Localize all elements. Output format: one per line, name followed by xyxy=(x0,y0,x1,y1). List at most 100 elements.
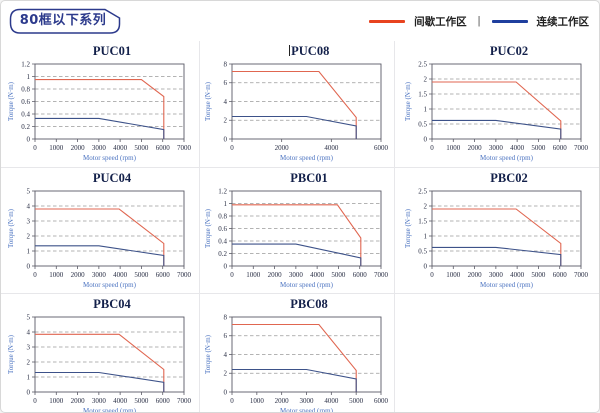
svg-text:0.8: 0.8 xyxy=(21,85,30,93)
svg-text:2000: 2000 xyxy=(468,271,483,279)
svg-text:4000: 4000 xyxy=(510,271,525,279)
chart-title-pbc01: PBC01 xyxy=(290,171,328,185)
chart-panel-puc01: PUC01 0 0.2 0.4 0.6 0.8 1 1.2 0 1000 2000 3000 4000… xyxy=(1,41,200,168)
svg-text:1.2: 1.2 xyxy=(21,60,30,68)
svg-text:0: 0 xyxy=(27,135,31,143)
svg-text:7000: 7000 xyxy=(177,144,192,152)
svg-text:Motor speed (rpm): Motor speed (rpm) xyxy=(83,407,137,413)
svg-text:2000: 2000 xyxy=(468,144,483,152)
svg-text:5000: 5000 xyxy=(134,271,149,279)
chart-canvas-pbc02: 0 0.5 1 1.5 2 2.5 0 1000 2000 3000 4000 5000 6000 700… xyxy=(404,187,589,289)
empty-cell xyxy=(395,294,599,412)
svg-text:0: 0 xyxy=(230,397,234,405)
legend-line-continuous-icon xyxy=(491,19,528,23)
svg-text:5000: 5000 xyxy=(134,397,149,405)
svg-text:0: 0 xyxy=(224,135,228,143)
chart-panel-puc04: PUC04 0 1 2 3 4 5 0 1000 2000 3000 4000 5000 6000 700… xyxy=(1,168,200,294)
svg-text:6000: 6000 xyxy=(553,144,568,152)
svg-text:1: 1 xyxy=(224,200,228,208)
svg-text:2: 2 xyxy=(27,358,31,366)
svg-text:2000: 2000 xyxy=(71,271,86,279)
svg-text:Torque (N·m): Torque (N·m) xyxy=(7,334,15,374)
svg-text:3000: 3000 xyxy=(92,271,107,279)
svg-text:0.2: 0.2 xyxy=(218,250,227,258)
svg-text:6000: 6000 xyxy=(374,144,389,152)
svg-text:0.4: 0.4 xyxy=(21,110,30,118)
svg-text:4000: 4000 xyxy=(324,144,339,152)
svg-text:1000: 1000 xyxy=(446,144,461,152)
svg-text:1000: 1000 xyxy=(446,271,461,279)
svg-text:1000: 1000 xyxy=(49,397,64,405)
svg-text:0.2: 0.2 xyxy=(21,123,30,131)
chart-canvas-pbc08: 0 2 4 6 8 0 1000 2000 3000 4000 5000 6000 Motor spee… xyxy=(204,313,389,412)
legend-separator: | xyxy=(477,15,481,27)
svg-text:4: 4 xyxy=(27,202,31,210)
svg-text:1.5: 1.5 xyxy=(418,90,427,98)
svg-text:2.5: 2.5 xyxy=(418,60,427,68)
svg-text:0: 0 xyxy=(230,144,234,152)
svg-text:2: 2 xyxy=(424,75,428,83)
chart-canvas-puc04: 0 1 2 3 4 5 0 1000 2000 3000 4000 5000 6000 7000 Motor… xyxy=(7,187,192,289)
chart-panel-puc08: PUC08 0 2 4 6 8 0 2000 4000 6000 Motor speed (rpm… xyxy=(200,41,395,168)
svg-text:0.6: 0.6 xyxy=(21,98,30,106)
chart-title-puc08[interactable]: PUC08 xyxy=(202,44,392,59)
svg-text:6000: 6000 xyxy=(353,271,368,279)
svg-text:2000: 2000 xyxy=(275,397,290,405)
svg-text:3000: 3000 xyxy=(300,397,315,405)
chart-grid: PUC01 0 0.2 0.4 0.6 0.8 1 1.2 0 1000 2000 3000 4000… xyxy=(1,41,599,413)
svg-text:Motor speed (rpm): Motor speed (rpm) xyxy=(83,154,137,162)
svg-text:0: 0 xyxy=(430,271,434,279)
svg-text:0.4: 0.4 xyxy=(218,237,227,245)
chart-panel-pbc08: PBC08 0 2 4 6 8 0 1000 2000 3000 4000 5000 6000 Moto… xyxy=(200,294,395,412)
svg-text:0: 0 xyxy=(224,262,228,270)
svg-text:Motor speed (rpm): Motor speed (rpm) xyxy=(480,281,534,289)
svg-text:Torque (N·m): Torque (N·m) xyxy=(7,208,15,248)
svg-text:1.2: 1.2 xyxy=(218,187,227,195)
chart-panel-pbc02: PBC02 0 0.5 1 1.5 2 2.5 0 1000 2000 3000 4000 5000 6… xyxy=(395,168,599,294)
svg-text:0.5: 0.5 xyxy=(418,247,427,255)
chart-title-pbc04: PBC04 xyxy=(93,297,131,311)
legend-label-intermittent: 间歇工作区 xyxy=(414,15,467,28)
chart-canvas-pbc04: 0 1 2 3 4 5 0 1000 2000 3000 4000 5000 6000 7000 Motor… xyxy=(7,313,192,413)
svg-text:2000: 2000 xyxy=(71,397,86,405)
svg-text:6: 6 xyxy=(224,79,228,87)
legend: 间歇工作区 | 连续工作区 xyxy=(369,1,589,41)
svg-text:1000: 1000 xyxy=(49,144,64,152)
svg-text:5000: 5000 xyxy=(531,271,546,279)
series-title-badge: 80框以下系列 xyxy=(9,8,123,35)
chart-canvas-puc08: 0 2 4 6 8 0 2000 4000 6000 Motor speed (rpm) Torqu… xyxy=(204,60,389,162)
chart-panel-puc02: PUC02 0 0.5 1 1.5 2 2.5 0 1000 2000 3000 4000 5000 6… xyxy=(395,41,599,168)
svg-text:5000: 5000 xyxy=(531,144,546,152)
svg-text:Torque (N·m): Torque (N·m) xyxy=(204,81,212,121)
svg-text:0: 0 xyxy=(27,262,31,270)
legend-label-continuous: 连续工作区 xyxy=(536,15,590,28)
svg-text:Motor speed (rpm): Motor speed (rpm) xyxy=(480,154,534,162)
svg-text:2: 2 xyxy=(224,117,228,125)
svg-text:7000: 7000 xyxy=(177,271,192,279)
svg-text:8: 8 xyxy=(224,60,228,68)
svg-text:2000: 2000 xyxy=(71,144,86,152)
chart-title-pbc02: PBC02 xyxy=(490,171,528,185)
svg-text:5000: 5000 xyxy=(134,144,149,152)
svg-text:5000: 5000 xyxy=(331,271,346,279)
svg-text:5000: 5000 xyxy=(349,397,364,405)
svg-text:7000: 7000 xyxy=(574,271,589,279)
svg-text:4: 4 xyxy=(224,351,228,359)
svg-text:0: 0 xyxy=(424,135,428,143)
svg-text:0: 0 xyxy=(224,388,228,396)
svg-text:8: 8 xyxy=(224,313,228,321)
svg-text:4000: 4000 xyxy=(113,144,128,152)
badge-outline xyxy=(9,8,121,34)
svg-text:6: 6 xyxy=(224,332,228,340)
svg-text:0: 0 xyxy=(33,397,37,405)
svg-text:0.6: 0.6 xyxy=(218,225,227,233)
svg-text:2: 2 xyxy=(27,232,31,240)
chart-title-puc01: PUC01 xyxy=(92,44,132,58)
svg-text:6000: 6000 xyxy=(156,397,171,405)
svg-text:6000: 6000 xyxy=(156,144,171,152)
legend-line-intermittent-icon xyxy=(369,19,406,23)
svg-text:Torque (N·m): Torque (N·m) xyxy=(204,334,212,374)
svg-text:Torque (N·m): Torque (N·m) xyxy=(404,81,412,121)
chart-title-puc02: PUC02 xyxy=(489,44,529,58)
